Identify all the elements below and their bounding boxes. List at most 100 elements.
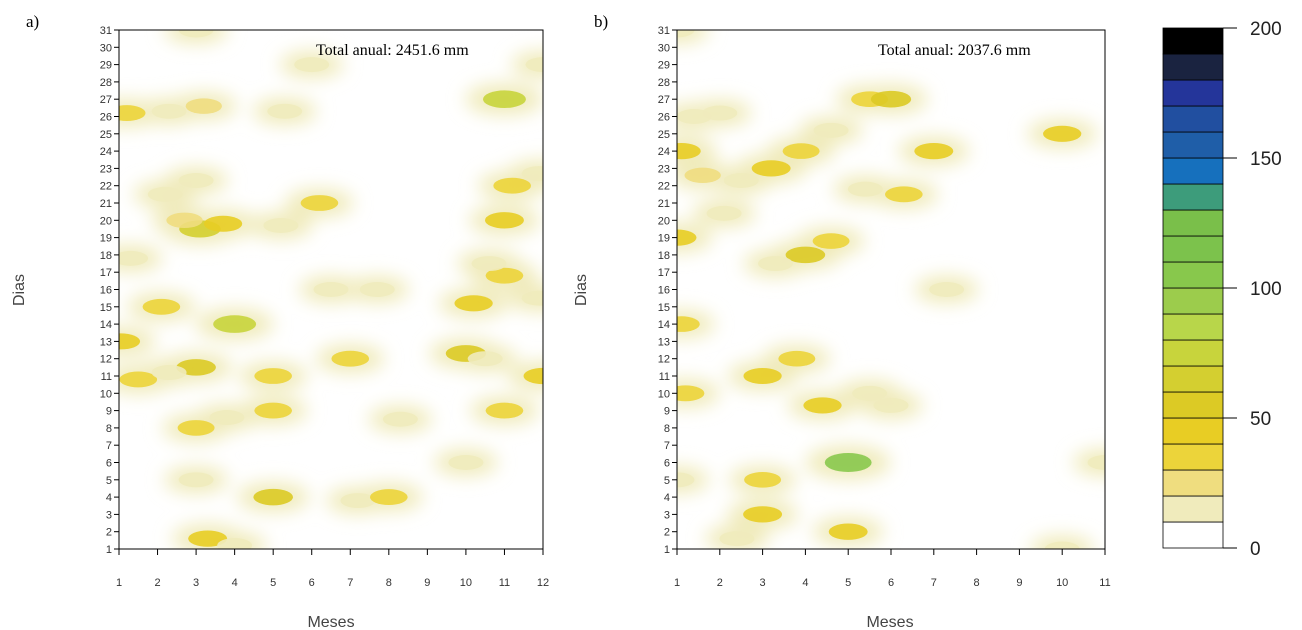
y-tick-label: 19 <box>100 233 112 245</box>
y-tick-label: 4 <box>664 492 670 504</box>
x-tick-label: 5 <box>270 577 276 589</box>
rain-cell <box>706 205 742 221</box>
rain-cell <box>178 472 214 488</box>
y-tick-label: 26 <box>658 112 670 124</box>
rain-cell <box>254 402 292 419</box>
rain-cell <box>778 350 816 367</box>
y-tick-label: 6 <box>664 458 670 470</box>
rain-cell <box>147 186 183 202</box>
x-tick-label: 6 <box>888 577 894 589</box>
colorbar-segment <box>1162 469 1224 497</box>
y-tick-label: 14 <box>100 319 112 331</box>
colorbar-segment <box>1162 105 1224 133</box>
y-tick-label: 3 <box>106 509 112 521</box>
y-tick-label: 4 <box>106 492 112 504</box>
rain-cell <box>217 538 253 549</box>
y-tick-label: 15 <box>658 302 670 314</box>
y-tick-label: 27 <box>658 94 670 106</box>
panel-label-b: b) <box>594 12 608 31</box>
colorbar-tick-label: 0 <box>1250 539 1261 560</box>
colorbar-segment <box>1162 365 1224 393</box>
colorbar-segment <box>1162 313 1224 341</box>
rain-cell <box>677 229 697 246</box>
colorbar-tick-label: 200 <box>1250 19 1282 40</box>
rain-cell <box>185 98 222 114</box>
x-axis-title-a: Meses <box>307 614 354 630</box>
y-tick-label: 16 <box>100 285 112 297</box>
colorbar-segment <box>1162 495 1224 523</box>
y-tick-label: 25 <box>100 129 112 141</box>
x-tick-label: 1 <box>116 577 122 589</box>
y-tick-label: 7 <box>664 440 670 452</box>
y-tick-label: 5 <box>664 475 670 487</box>
y-tick-label: 10 <box>100 388 112 400</box>
colorbar-tick-label: 150 <box>1250 149 1282 170</box>
y-tick-label: 30 <box>658 42 670 54</box>
y-axis-a: 1234567891011121314151617181920212223242… <box>100 25 119 556</box>
rain-cell <box>213 315 257 333</box>
rain-cell <box>677 109 712 124</box>
y-tick-label: 31 <box>658 25 670 37</box>
y-tick-label: 30 <box>100 42 112 54</box>
y-tick-label: 23 <box>658 163 670 175</box>
rain-cell <box>119 371 158 388</box>
colorbar-segment <box>1162 79 1224 107</box>
rain-cell <box>166 212 203 228</box>
y-tick-label: 1 <box>106 544 112 556</box>
x-tick-label: 8 <box>974 577 980 589</box>
rain-cell <box>313 282 349 297</box>
x-tick-label: 2 <box>717 577 723 589</box>
x-tick-label: 11 <box>499 577 510 589</box>
x-tick-label: 5 <box>845 577 851 589</box>
rain-cell <box>300 195 339 211</box>
rain-cell <box>929 282 965 297</box>
annual-total-a: Total anual: 2451.6 mm <box>316 42 469 59</box>
rain-cell <box>782 143 820 159</box>
y-tick-label: 13 <box>658 336 670 348</box>
x-tick-label: 9 <box>424 577 430 589</box>
colorbar-segment <box>1162 209 1224 237</box>
rain-cell <box>493 177 531 194</box>
rain-cell <box>203 215 243 232</box>
rain-cell <box>119 105 146 121</box>
y-tick-label: 29 <box>100 60 112 72</box>
annual-total-b: Total anual: 2037.6 mm <box>878 42 1031 59</box>
y-tick-label: 8 <box>664 423 670 435</box>
rain-cell <box>803 397 842 414</box>
x-tick-label: 10 <box>1056 577 1068 589</box>
x-tick-label: 9 <box>1016 577 1022 589</box>
rain-cell <box>294 57 330 73</box>
x-tick-label: 10 <box>460 577 472 589</box>
x-tick-label: 4 <box>802 577 808 589</box>
rain-cell <box>359 282 395 297</box>
y-tick-label: 14 <box>658 319 670 331</box>
y-tick-label: 22 <box>658 181 670 193</box>
panel-a: a) 1234567891011121314151617181920212223… <box>11 12 549 630</box>
x-axis-a: 1 2 3 4 5 6 7 8 9 10 11 12 <box>116 549 549 589</box>
x-tick-label: 11 <box>1099 577 1110 589</box>
y-tick-label: 29 <box>658 60 670 72</box>
x-axis-title-b: Meses <box>866 614 913 630</box>
y-tick-label: 3 <box>664 509 670 521</box>
rain-cell <box>677 30 695 38</box>
y-tick-label: 9 <box>106 406 112 418</box>
rain-cell <box>914 142 954 160</box>
y-tick-label: 10 <box>658 388 670 400</box>
rain-cell <box>824 453 872 472</box>
rain-cell <box>677 385 705 402</box>
y-tick-label: 27 <box>100 94 112 106</box>
rain-cell <box>209 410 245 425</box>
rain-cell <box>684 167 721 184</box>
rain-cell <box>454 295 493 312</box>
panel-b: b) 1234567891011121314151617181920212223… <box>573 12 1111 630</box>
y-tick-label: 9 <box>664 406 670 418</box>
y-tick-label: 22 <box>100 181 112 193</box>
rain-cell <box>484 212 524 229</box>
rain-cell <box>151 103 187 119</box>
rain-cell <box>677 472 695 488</box>
y-tick-label: 18 <box>658 250 670 262</box>
rain-cell <box>253 488 293 506</box>
x-tick-label: 4 <box>232 577 238 589</box>
rain-cell <box>1044 541 1080 549</box>
